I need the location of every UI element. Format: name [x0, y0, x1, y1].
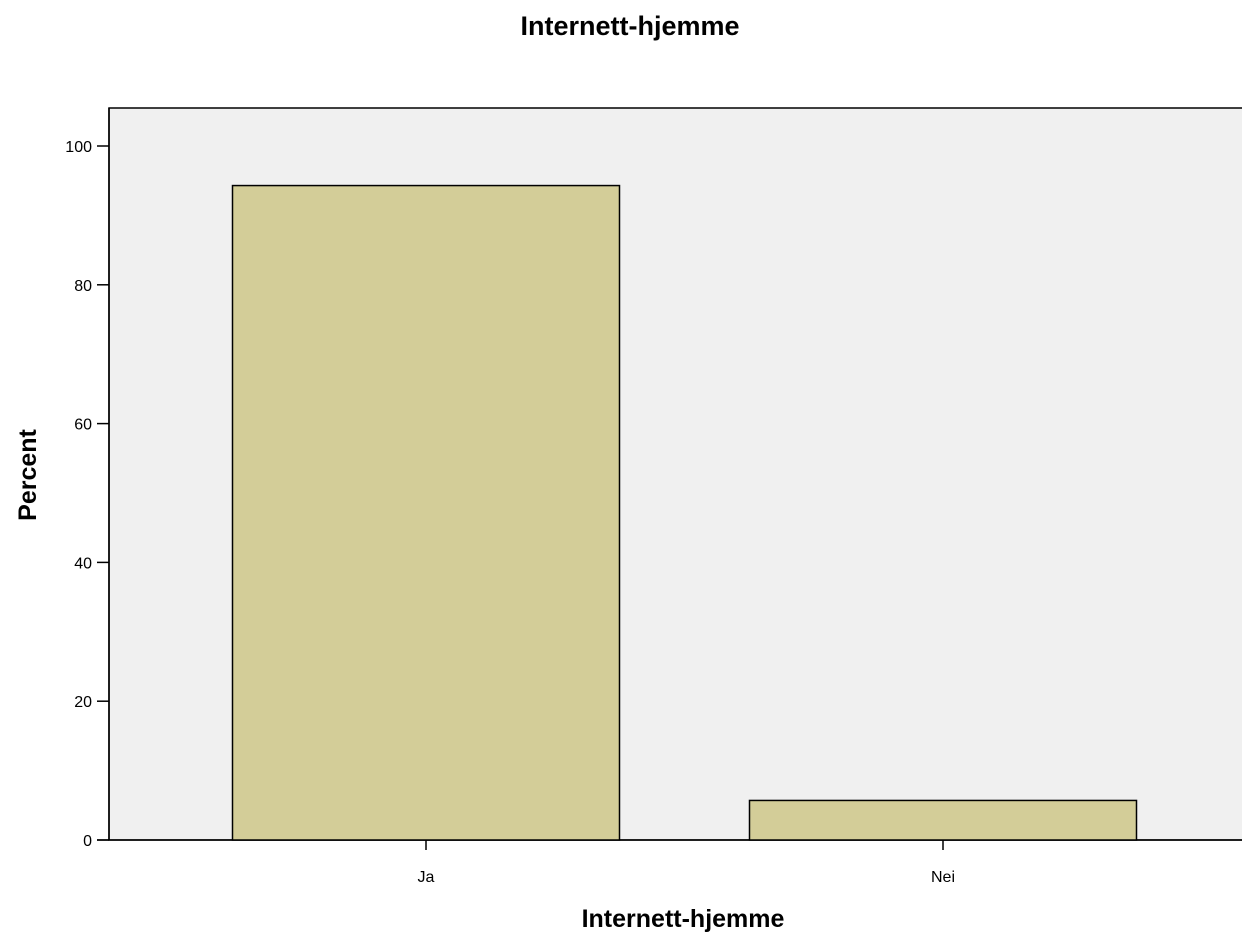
bars	[231, 184, 1138, 841]
x-tick-label: Nei	[931, 869, 955, 886]
y-tick-label: 40	[74, 555, 92, 572]
x-tick-label: Ja	[418, 869, 435, 886]
y-tick-label: 100	[65, 139, 92, 156]
bar-ja	[231, 184, 621, 841]
chart-title: Internett-hjemme	[520, 11, 739, 41]
y-tick-label: 20	[74, 694, 92, 711]
y-tick-label: 80	[74, 278, 92, 295]
y-axis: 0 20 40 60 80 100	[65, 108, 110, 850]
y-axis-title: Percent	[14, 428, 42, 520]
y-tick-label: 0	[83, 833, 92, 850]
x-axis-title: Internett-hjemme	[582, 905, 785, 933]
y-tick-label: 60	[74, 417, 92, 434]
bar-nei	[748, 799, 1138, 841]
